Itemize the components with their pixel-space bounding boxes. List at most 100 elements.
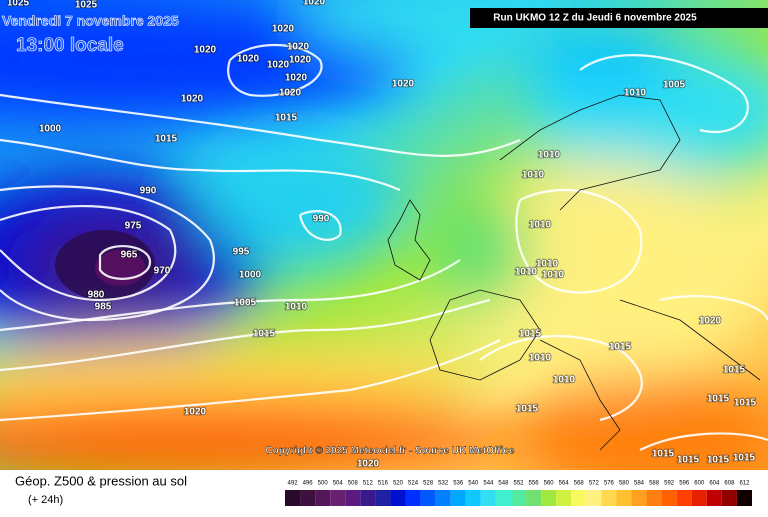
scale-swatch: [676, 490, 692, 506]
isobar-label: 1015: [707, 455, 730, 466]
scale-label: 512: [363, 481, 374, 487]
scale-swatch: [661, 490, 677, 506]
scale-swatch: [405, 490, 421, 506]
scale-swatch: [285, 490, 301, 506]
isobar-label: 1015: [275, 113, 298, 124]
scale-label: 552: [513, 481, 524, 487]
scale-label: 584: [634, 481, 645, 487]
isobar-label: 1015: [253, 329, 276, 340]
isobar-label: 1010: [538, 150, 561, 161]
scale-label: 540: [468, 481, 479, 487]
isobar-label: 1020: [181, 94, 204, 105]
scale-label: 596: [679, 481, 690, 487]
isobar-label: 970: [154, 266, 171, 277]
scale-swatch: [646, 490, 662, 506]
scale-swatch: [691, 490, 707, 506]
scale-label: 604: [709, 481, 720, 487]
scale-swatch: [556, 490, 572, 506]
isobar-label: 1020: [267, 60, 290, 71]
footer-lead: (+ 24h): [28, 494, 63, 506]
color-scale: 492 496 500 504 508 512 516 520 524 528 532 536 540 5…: [285, 481, 752, 506]
scale-label: 560: [544, 481, 555, 487]
scale-swatch: [601, 490, 617, 506]
isobar-label: 1015: [609, 342, 632, 353]
run-label: Run UKMO 12 Z du Jeudi 6 novembre 2025: [493, 13, 697, 24]
isobar-label: 1020: [357, 459, 380, 470]
isobar-label: 1010: [522, 170, 545, 181]
scale-label: 520: [393, 481, 404, 487]
scale-swatch: [631, 490, 647, 506]
scale-swatch: [706, 490, 722, 506]
isobar-label: 1010: [536, 259, 559, 270]
scale-label: 608: [724, 481, 735, 487]
isobar-label: 1020: [285, 73, 308, 84]
scale-swatch: [360, 490, 376, 506]
scale-label: 588: [649, 481, 660, 487]
scale-swatch: [450, 490, 466, 506]
scale-label: 528: [423, 481, 434, 487]
scale-swatch: [526, 490, 542, 506]
isobar-label: 1020: [237, 54, 260, 65]
isobar-label: 1020: [303, 0, 326, 8]
scale-label: 508: [348, 481, 359, 487]
scale-label: 568: [574, 481, 585, 487]
scale-label: 524: [408, 481, 419, 487]
isobar-label: 990: [313, 214, 330, 225]
scale-swatch: [510, 490, 527, 506]
isobar-label: 1010: [529, 353, 552, 364]
map-field: [0, 0, 768, 470]
scale-swatch: [616, 490, 632, 506]
scale-label: 556: [529, 481, 540, 487]
isobar-label: 1020: [272, 24, 295, 35]
isobar-label: 1015: [516, 404, 539, 415]
scale-label: 564: [559, 481, 570, 487]
scale-swatch: [315, 490, 331, 506]
scale-label: 612: [739, 481, 750, 487]
isobar-label: 1010: [529, 220, 552, 231]
scale-label: 496: [303, 481, 314, 487]
isobar-label: 1025: [75, 0, 98, 11]
isobar-label: 985: [95, 302, 112, 313]
forecast-date: Vendredi 7 novembre 2025: [2, 13, 179, 29]
isobar-label: 965: [121, 250, 138, 261]
scale-swatch: [300, 490, 316, 506]
scale-label: 500: [318, 481, 329, 487]
isobar-label: 1020: [392, 79, 415, 90]
isobar-label: 1010: [553, 375, 576, 386]
run-box: [470, 8, 768, 28]
isobar-label: 1015: [155, 134, 178, 145]
isobar-label: 1025: [7, 0, 30, 9]
isobar-label: 1020: [289, 55, 312, 66]
isobar-label: 1015: [723, 365, 746, 376]
isobar-label: 1020: [184, 407, 207, 418]
isobar-label: 980: [88, 290, 105, 301]
scale-swatch: [480, 490, 496, 506]
isobar-label: 1010: [515, 267, 538, 278]
isobar-label: 1020: [279, 88, 302, 99]
scale-label: 600: [694, 481, 705, 487]
scale-swatch: [375, 490, 391, 506]
scale-swatch: [465, 490, 481, 506]
isobar-label: 1015: [652, 449, 675, 460]
isobar-label: 1020: [699, 316, 722, 327]
scale-swatch: [390, 490, 406, 506]
isobar-label: 990: [140, 186, 157, 197]
footer-title: Géop. Z500 & pression au sol: [15, 473, 187, 488]
isobar-label: 975: [125, 221, 142, 232]
isobar-label: 1005: [663, 80, 686, 91]
scale-label: 580: [619, 481, 630, 487]
isobar-label: 1020: [194, 45, 217, 56]
isobar-label: 1010: [285, 302, 308, 313]
scale-label: 576: [604, 481, 615, 487]
isobar-label: 1015: [733, 453, 756, 464]
scale-label: 516: [378, 481, 389, 487]
scale-swatch: [420, 490, 436, 506]
isobar-label: 995: [233, 247, 250, 258]
scale-swatch: [586, 490, 602, 506]
isobar-label: 1010: [624, 88, 647, 99]
scale-swatch: [571, 490, 587, 506]
scale-label: 532: [438, 481, 449, 487]
scale-label: 548: [498, 481, 509, 487]
